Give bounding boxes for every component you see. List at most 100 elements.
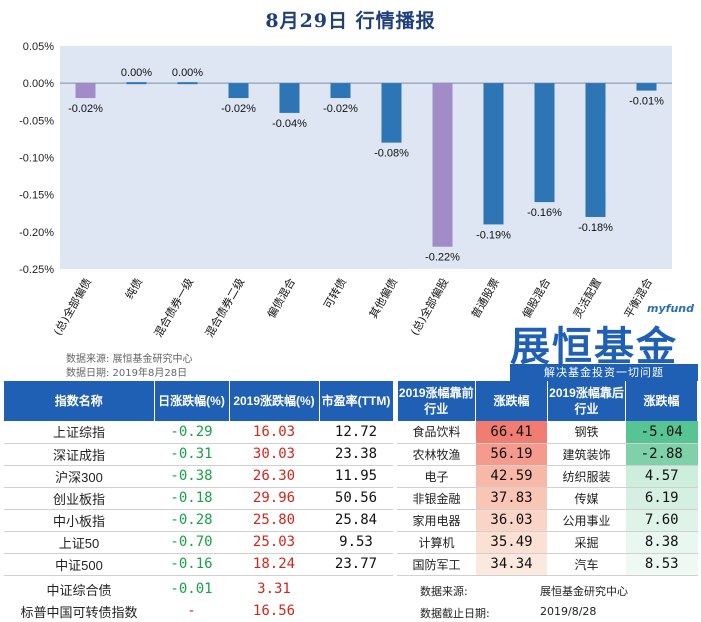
data-label: 0.00% — [172, 67, 203, 79]
top-change-cell: 56.19 — [475, 443, 548, 466]
year-change-cell: 18.24 — [229, 553, 319, 576]
bottom-change-cell: 6.19 — [625, 487, 698, 510]
category-label: 可转债 — [320, 276, 349, 312]
bar — [381, 83, 402, 143]
top-change-cell: 35.49 — [475, 531, 548, 554]
top-industry-cell: 食品饮料 — [397, 421, 476, 444]
industry-table: 2019涨幅靠前行业 涨跌幅 2019涨幅靠后行业 涨跌幅 食品饮料 66.41 钢… — [397, 381, 698, 576]
category-label: 混合债券二级 — [202, 276, 247, 340]
day-change-cell: -0.16 — [154, 553, 229, 576]
category-label: (总)全部偏股 — [407, 276, 451, 338]
top-change-cell: 34.34 — [475, 553, 548, 576]
bottom-industry-cell: 采掘 — [547, 531, 626, 554]
top-industry-cell: 国防军工 — [397, 553, 476, 576]
table-row: 上证综指 -0.29 16.03 12.72 — [4, 421, 393, 444]
col-header-year-change: 2019涨跌幅(%) — [229, 381, 320, 421]
extra-row-year: 16.56 — [252, 603, 296, 619]
data-label: -0.02% — [323, 103, 358, 115]
category-label: (总)全部偏债 — [50, 276, 94, 338]
index-name-cell: 中小板指 — [4, 509, 154, 532]
bottom-change-cell: 7.60 — [625, 509, 698, 532]
y-tick-label: -0.20% — [19, 227, 54, 239]
pe-cell: 25.84 — [319, 509, 393, 532]
table-source-value: 展恒基金研究中心 — [540, 585, 628, 598]
top-change-cell: 37.83 — [475, 487, 548, 510]
top-industry-cell: 家用电器 — [397, 509, 476, 532]
table-row: 中证500 -0.16 18.24 23.77 — [4, 553, 393, 576]
category-label: 其他偏债 — [366, 276, 400, 321]
year-change-cell: 29.96 — [229, 487, 319, 510]
y-tick-label: 0.00% — [23, 78, 54, 90]
bottom-change-cell: -2.88 — [625, 443, 698, 466]
bar — [636, 83, 657, 91]
pe-cell: 23.77 — [319, 553, 393, 576]
table-source-label: 数据来源: — [420, 585, 468, 598]
day-change-cell: -0.18 — [154, 487, 229, 510]
top-industry-cell: 非银金融 — [397, 487, 476, 510]
day-change-cell: -0.28 — [154, 509, 229, 532]
data-label: -0.02% — [221, 103, 256, 115]
pe-cell: 9.53 — [319, 531, 393, 554]
extra-row-day: - — [187, 603, 196, 619]
col-header-index-name: 指数名称 — [4, 381, 155, 421]
index-name-cell: 上证综指 — [4, 421, 154, 444]
data-label: -0.08% — [374, 148, 409, 160]
bottom-change-cell: 4.57 — [625, 465, 698, 488]
brand-logo: myfund 展恒基金 解决基金投资一切问题 — [510, 302, 700, 381]
bottom-industry-cell: 公用事业 — [547, 509, 626, 532]
bar — [585, 83, 606, 217]
extra-row-name: 中证综合债 — [46, 583, 112, 599]
data-label: -0.18% — [578, 222, 613, 234]
data-date-note: 数据日期: 2019年8月28日 — [66, 368, 188, 379]
top-change-cell: 42.59 — [475, 465, 548, 488]
extra-row-year: 3.31 — [257, 581, 291, 597]
extra-row-bond-index: 中证综合债 -0.01 3.31 — [4, 578, 393, 600]
brand-myfund: myfund — [647, 302, 694, 315]
bar — [177, 82, 198, 85]
top-industry-cell: 电子 — [397, 465, 476, 488]
bar — [228, 83, 249, 99]
index-name-cell: 中证500 — [4, 553, 154, 576]
table-row: 沪深300 -0.38 26.30 11.95 — [4, 465, 393, 488]
day-change-cell: -0.70 — [154, 531, 229, 554]
data-label: -0.16% — [527, 207, 562, 219]
bar — [534, 83, 555, 203]
bottom-industry-cell: 建筑装饰 — [547, 443, 626, 466]
page-title: 8月29日 行情播报 — [265, 10, 436, 32]
year-change-cell: 25.80 — [229, 509, 319, 532]
year-change-cell: 25.03 — [229, 531, 319, 554]
extra-row-name: 标普中国可转债指数 — [20, 605, 138, 621]
year-change-cell: 26.30 — [229, 465, 319, 488]
index-name-cell: 上证50 — [4, 531, 154, 554]
day-change-cell: -0.29 — [154, 421, 229, 444]
table-row: 创业板指 -0.18 29.96 50.56 — [4, 487, 393, 510]
extra-row-convertible-index: 标普中国可转债指数 - 16.56 — [4, 600, 393, 622]
bottom-change-cell: -5.04 — [625, 421, 698, 444]
category-label: 偏债混合 — [264, 276, 298, 321]
table-row: 上证50 -0.70 25.03 9.53 — [4, 531, 393, 554]
category-label: 纯债 — [122, 276, 145, 302]
bottom-industry-cell: 汽车 — [547, 553, 626, 576]
top-change-cell: 66.41 — [475, 421, 548, 444]
bar — [75, 83, 96, 99]
bar — [126, 82, 147, 85]
bar — [279, 83, 300, 113]
index-name-cell: 沪深300 — [4, 465, 154, 488]
plot-area — [60, 46, 672, 269]
extra-row-day: -0.01 — [170, 581, 213, 597]
table-row: 食品饮料 66.41 钢铁 -5.04 — [397, 421, 698, 444]
brand-name: 展恒基金 — [510, 324, 678, 370]
index-table: 指数名称 日涨跌幅(%) 2019涨跌幅(%) 市盈率(TTM) 上证综指 -0.… — [4, 381, 394, 576]
table-row: 中小板指 -0.28 25.80 25.84 — [4, 509, 393, 532]
bottom-industry-cell: 纺织服装 — [547, 465, 626, 488]
year-change-cell: 16.03 — [229, 421, 319, 444]
pe-cell: 23.38 — [319, 443, 393, 466]
bottom-change-cell: 8.38 — [625, 531, 698, 554]
bar — [330, 83, 351, 99]
bottom-industry-cell: 钢铁 — [547, 421, 626, 444]
table-row: 深证成指 -0.31 30.03 23.38 — [4, 443, 393, 466]
bar — [483, 83, 504, 225]
col-header-bottom-industry: 2019涨幅靠后行业 — [547, 381, 626, 421]
category-label: 普通股票 — [468, 276, 502, 321]
table-row: 计算机 35.49 采掘 8.38 — [397, 531, 698, 554]
